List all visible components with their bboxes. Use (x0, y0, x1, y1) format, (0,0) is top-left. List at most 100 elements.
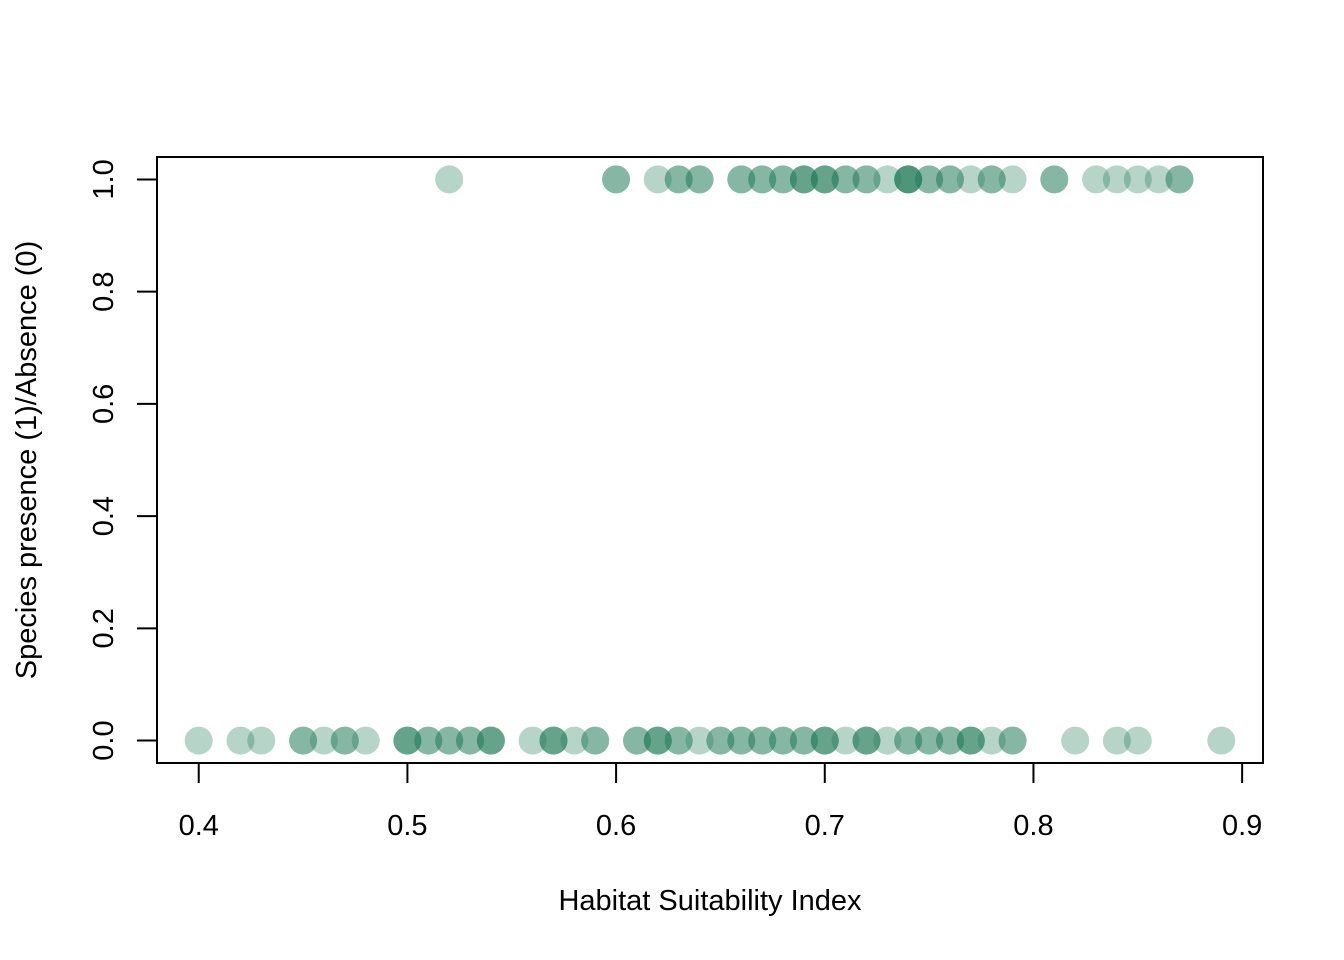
y-tick-label: 0.6 (88, 384, 120, 424)
data-point (810, 726, 839, 755)
data-point (831, 726, 860, 755)
data-point (685, 165, 714, 194)
data-point (518, 726, 547, 755)
data-point (643, 165, 672, 194)
data-point (769, 165, 797, 194)
data-point (831, 165, 860, 194)
data-point (602, 165, 631, 194)
data-point (915, 726, 944, 755)
data-point (330, 726, 359, 755)
data-point (664, 165, 693, 194)
data-point (789, 726, 818, 755)
data-point (956, 726, 985, 755)
data-point (351, 726, 380, 755)
data-point (852, 165, 881, 194)
y-tick-label: 1.0 (88, 159, 120, 199)
data-point (539, 726, 568, 755)
data-point (998, 726, 1027, 755)
data-point (623, 726, 651, 755)
data-point (852, 726, 881, 755)
data-point (643, 726, 672, 755)
data-point (894, 165, 923, 194)
data-point (998, 726, 1027, 755)
data-point (184, 726, 213, 755)
x-tick-label: 0.7 (805, 810, 845, 842)
data-point (435, 726, 464, 755)
data-point (414, 726, 443, 755)
data-point (810, 726, 839, 755)
data-point (1082, 165, 1111, 194)
data-point (977, 165, 1006, 194)
x-axis-title: Habitat Suitability Index (558, 885, 862, 917)
data-point (685, 165, 714, 194)
data-point (831, 165, 860, 194)
data-point (393, 726, 422, 755)
data-point (748, 165, 777, 194)
data-point (894, 726, 923, 755)
data-point (789, 165, 818, 194)
data-point (810, 165, 839, 194)
data-point (309, 726, 338, 755)
points-layer (184, 165, 1236, 755)
data-point (1040, 165, 1069, 194)
data-point (977, 165, 1006, 194)
data-point (623, 726, 651, 755)
x-tick-label: 0.6 (596, 810, 636, 842)
data-point (936, 165, 964, 194)
data-point (936, 726, 964, 755)
data-point (956, 726, 985, 755)
data-point (894, 165, 923, 194)
x-tick-label: 0.4 (179, 810, 219, 842)
data-point (476, 726, 505, 755)
x-tick-label: 0.9 (1222, 810, 1262, 842)
y-tick-label: 0.0 (88, 720, 120, 760)
data-point (289, 726, 318, 755)
data-point (602, 165, 631, 194)
data-point (226, 726, 255, 755)
data-point (748, 165, 777, 194)
y-axis: 0.0 0.2 0.4 0.6 0.8 1.0 (88, 159, 158, 761)
data-point (810, 165, 839, 194)
data-point (748, 726, 777, 755)
data-point (539, 726, 568, 755)
x-tick-label: 0.5 (387, 810, 427, 842)
data-point (894, 726, 923, 755)
data-point (915, 165, 944, 194)
data-point (810, 165, 839, 194)
data-point (727, 726, 756, 755)
y-tick-label: 0.4 (88, 496, 120, 536)
data-point (456, 726, 484, 755)
data-point (539, 726, 568, 755)
plot-frame (156, 156, 1264, 764)
data-point (247, 726, 276, 755)
data-point (1102, 726, 1131, 755)
data-point (873, 726, 902, 755)
y-axis-title: Species presence (1)/Absence (0) (11, 241, 43, 679)
data-point (414, 726, 443, 755)
data-point (769, 726, 797, 755)
data-point (769, 726, 797, 755)
data-point (956, 165, 985, 194)
data-point (1207, 726, 1236, 755)
data-point (706, 726, 735, 755)
data-point (643, 726, 672, 755)
data-point (581, 726, 610, 755)
data-point (748, 726, 777, 755)
data-point (706, 726, 735, 755)
data-point (581, 726, 610, 755)
data-point (1165, 165, 1194, 194)
data-point (852, 726, 881, 755)
x-tick-label: 0.8 (1013, 810, 1053, 842)
data-point (789, 165, 818, 194)
y-tick-label: 0.2 (88, 608, 120, 648)
data-point (560, 726, 589, 755)
data-point (1061, 726, 1090, 755)
data-point (1144, 165, 1173, 194)
data-point (915, 165, 944, 194)
data-point (810, 726, 839, 755)
data-point (393, 726, 422, 755)
data-point (476, 726, 505, 755)
data-point (476, 726, 505, 755)
data-point (664, 726, 693, 755)
